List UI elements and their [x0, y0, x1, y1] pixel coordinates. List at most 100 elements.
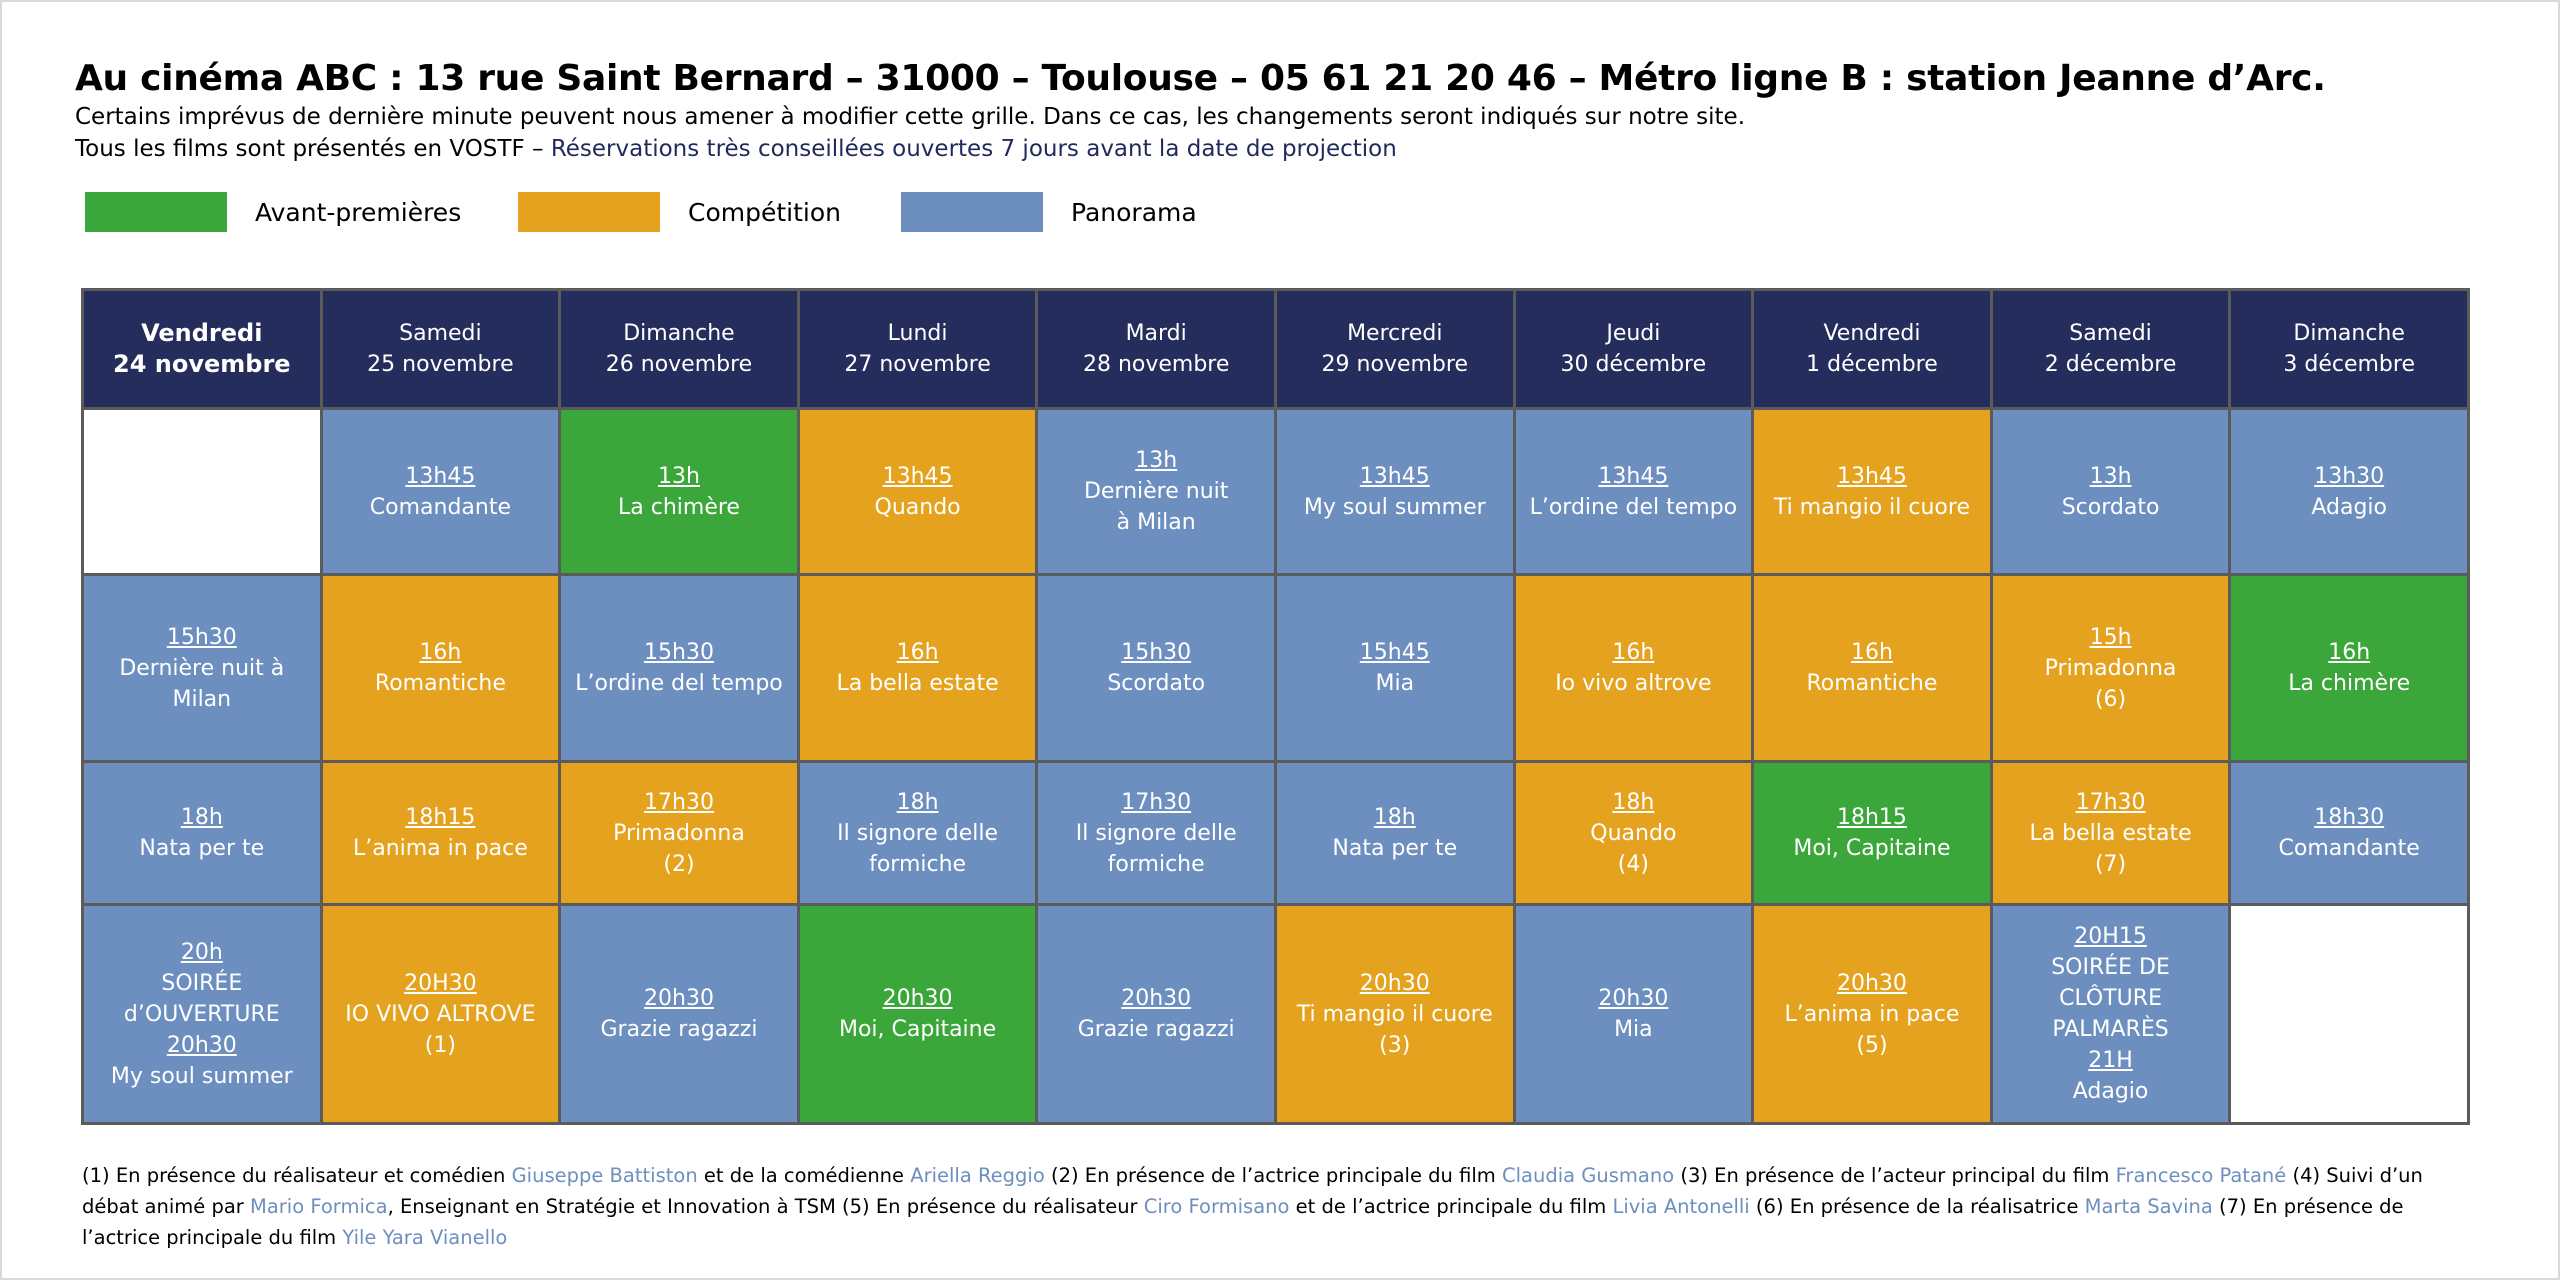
screening-cell: 20h SOIRÉE d’OUVERTURE 20h30 My soul summer — [81, 903, 323, 1125]
screening-cell: 15h30 L’ordine del tempo — [558, 573, 800, 763]
screening-text: Io vivo altrove — [1555, 671, 1712, 696]
legend-label-competition: Compétition — [688, 197, 841, 227]
day-name: Mercredi — [1347, 321, 1443, 346]
screening-time: 18h — [1612, 789, 1655, 815]
screening-text: La bella estate — [836, 671, 999, 696]
footnote-person-name: Livia Antonelli — [1612, 1195, 1750, 1218]
screening-cell: 13h45 Ti mangio il cuore — [1751, 407, 1993, 576]
screening-time: 16h — [2328, 640, 2371, 665]
footnote-person-name: Mario Formica — [250, 1195, 388, 1218]
screening-text: PALMARÈS — [2052, 1017, 2169, 1042]
footnote-text: (4) Suivi d’un débat animé par — [82, 1164, 2423, 1218]
day-header-7: Jeudi 30 décembre — [1512, 288, 1755, 410]
screening-text: Moi, Capitaine — [1793, 836, 1951, 861]
legend-panorama: Panorama — [901, 190, 1197, 234]
screening-text: La bella estate — [2029, 820, 2192, 846]
page-title: Au cinéma ABC : 13 rue Saint Bernard – 3… — [75, 58, 2326, 99]
legend-label-panorama: Panorama — [1071, 197, 1197, 227]
screening-time: 20h — [180, 939, 223, 965]
schedule-grid: Vendredi 24 novembre Samedi 25 novembre Dima… — [81, 288, 2470, 1125]
footnote-person-name: Ariella Reggio — [910, 1164, 1045, 1187]
screening-time: 20h30 — [166, 1032, 237, 1058]
screening-cell: 20h30 L’anima in pace (5) — [1751, 903, 1993, 1125]
footnote-text: et de l’actrice principale du film — [1289, 1195, 1613, 1218]
screening-time: 13h45 — [405, 463, 476, 489]
vostf-text: Tous les films sont présentés en VOSTF – — [75, 136, 544, 162]
screening-time: 18h — [896, 789, 939, 815]
screening-text: Comandante — [2278, 836, 2420, 861]
screening-text: Il signore delle — [837, 820, 999, 846]
day-name: Dimanche — [2293, 321, 2405, 346]
schedule-row: 20h SOIRÉE d’OUVERTURE 20h30 My soul summer 2… — [81, 903, 2470, 1125]
screening-text: Nata per te — [139, 836, 265, 861]
screening-text: L’anima in pace — [352, 836, 528, 861]
screening-text: L’ordine del tempo — [575, 671, 783, 696]
screening-time: 17h30 — [644, 789, 714, 815]
screening-cell: 16h La chimère — [2228, 573, 2470, 763]
screening-time: 13h30 — [2314, 463, 2385, 489]
screening-text: Dernière nuit — [1083, 479, 1229, 504]
screening-text: SOIRÉE DE CLÔTURE — [2051, 955, 2170, 1011]
screening-text: Grazie ragazzi — [1077, 1017, 1235, 1042]
day-date: 1 décembre — [1806, 352, 1938, 377]
legend-swatch-competition — [518, 192, 660, 232]
screening-time: 18h30 — [2314, 805, 2385, 830]
screening-time: 15h30 — [1121, 640, 1192, 665]
legend-label-avant-premieres: Avant-premières — [255, 197, 462, 227]
screening-cell: 18h Nata per te — [1273, 760, 1516, 906]
screening-time: 16h — [896, 640, 939, 665]
screening-text: Il signore delle — [1075, 820, 1237, 846]
day-name: Vendredi — [141, 319, 263, 347]
legend-competition: Compétition — [518, 190, 841, 234]
screening-text: Primadonna — [613, 820, 745, 846]
day-name: Samedi — [399, 321, 482, 346]
screening-text: Mia — [1375, 671, 1415, 696]
screening-cell: 13h45 Comandante — [319, 407, 562, 576]
screening-text: à Milan — [1116, 510, 1196, 535]
screening-time: 13h45 — [1359, 463, 1430, 489]
footnote-person-name: Giuseppe Battiston — [511, 1164, 698, 1187]
footnote-text: et de la comédienne — [697, 1164, 911, 1187]
screening-cell: 20H15 SOIRÉE DE CLÔTURE PALMARÈS 21H Adagio — [1989, 903, 2232, 1125]
footnote-person-name: Francesco Patané — [2115, 1164, 2287, 1187]
footnote-text: (1) En présence du réalisateur et comédi… — [82, 1164, 512, 1187]
screening-text: Romantiche — [374, 671, 506, 696]
screening-time: 16h — [1612, 640, 1655, 665]
screening-text: L’anima in pace — [1784, 1001, 1960, 1027]
screening-cell: 13h30 Adagio — [2228, 407, 2470, 576]
footnote-person-name: Yile Yara Vianello — [342, 1226, 508, 1249]
footnote-text: (2) En présence de l’actrice principale … — [1044, 1164, 1502, 1187]
day-header-8: Vendredi 1 décembre — [1751, 288, 1993, 410]
screening-time: 20h30 — [1836, 970, 1907, 996]
day-date: 27 novembre — [844, 352, 991, 377]
screening-time: 20h30 — [882, 986, 953, 1011]
screening-text: My soul summer — [110, 1063, 293, 1089]
screening-text: La chimère — [618, 494, 740, 520]
day-date: 30 décembre — [1560, 352, 1707, 377]
screening-time: 20h30 — [1598, 986, 1669, 1011]
screening-cell: 17h30 Il signore delle formiche — [1035, 760, 1277, 906]
screening-cell: 15h Primadonna (6) — [1989, 573, 2232, 763]
screening-text: Mia — [1614, 1017, 1653, 1042]
screening-time: 16h — [419, 640, 462, 665]
screening-cell: 13h45 My soul summer — [1273, 407, 1516, 576]
day-name: Mardi — [1125, 321, 1187, 346]
screening-text: Scordato — [2061, 494, 2160, 520]
screening-text: (1) — [424, 1032, 456, 1058]
screening-text: Primadonna — [2044, 655, 2177, 681]
screening-time: 13h — [658, 463, 700, 489]
notice-text: Certains imprévus de dernière minute peu… — [75, 104, 1746, 130]
footnote-text: (6) En présence de la réalisatrice — [1749, 1195, 2085, 1218]
screening-time: 13h45 — [1598, 463, 1669, 489]
footnote-person-name: Marta Savina — [2084, 1195, 2213, 1218]
day-header-9: Samedi 2 décembre — [1989, 288, 2232, 410]
screening-cell: 13h45 Quando — [796, 407, 1039, 576]
screening-text: La chimère — [2288, 671, 2411, 696]
screening-text: Quando — [874, 494, 961, 520]
screening-cell: 18h15 Moi, Capitaine — [1751, 760, 1993, 906]
screening-cell: 16h La bella estate — [796, 573, 1039, 763]
screening-time: 20H30 — [404, 970, 477, 996]
legend-swatch-avant-premieres — [85, 192, 227, 232]
footnotes: (1) En présence du réalisateur et comédi… — [82, 1160, 2482, 1253]
